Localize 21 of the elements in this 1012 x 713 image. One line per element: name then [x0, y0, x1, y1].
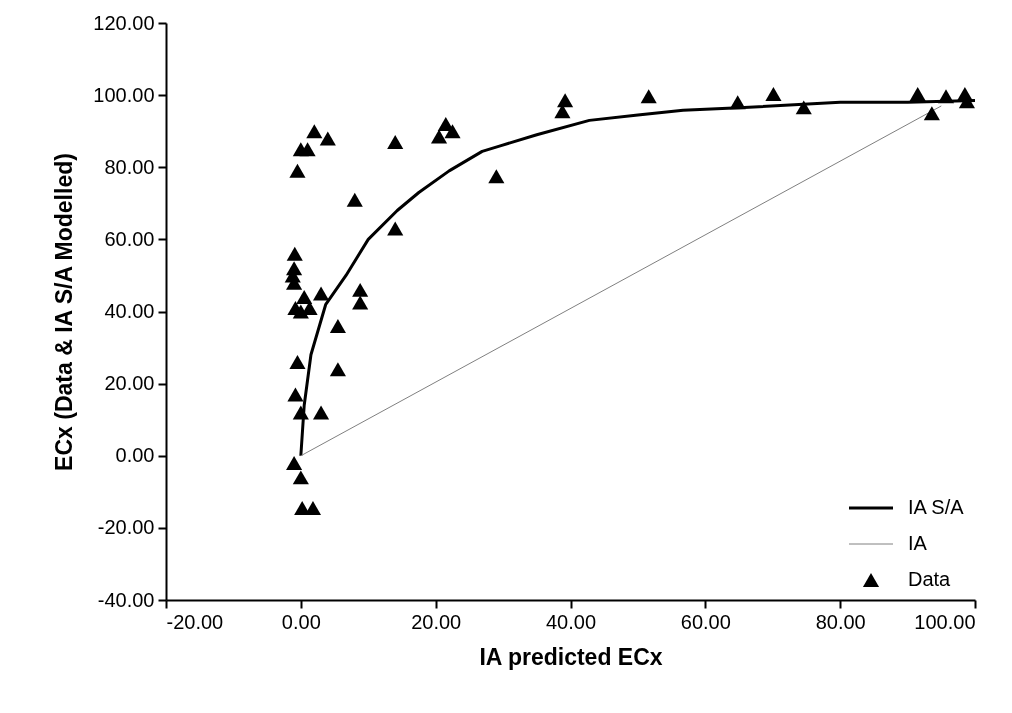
y-tick-label: 80.00	[104, 155, 155, 178]
y-tick-label: 0.00	[115, 444, 155, 467]
y-tick-label: 60.00	[104, 227, 155, 250]
legend-label: IA S/A	[908, 496, 965, 518]
legend-label: IA	[908, 532, 928, 554]
x-tick-label: 60.00	[680, 610, 731, 633]
y-tick-label: 100.00	[93, 83, 155, 106]
y-tick-label: 40.00	[104, 300, 155, 322]
x-tick-label: 0.00	[281, 610, 321, 633]
x-axis-title: IA predicted ECx	[479, 643, 663, 670]
x-tick-label: 40.00	[545, 610, 597, 633]
y-tick-label: 20.00	[104, 372, 155, 395]
y-axis-title: ECx (Data & IA S/A Modelled)	[51, 153, 78, 471]
legend-label: Data	[908, 568, 952, 590]
x-tick-label: 100.00	[914, 610, 976, 633]
y-tick-label: -40.00	[97, 588, 155, 611]
y-tick-label: -20.00	[97, 516, 155, 539]
x-tick-label: 80.00	[815, 610, 866, 633]
x-tick-label: 20.00	[411, 610, 462, 633]
x-tick-label: -20.00	[166, 610, 224, 633]
y-tick-label: 120.00	[93, 11, 155, 34]
